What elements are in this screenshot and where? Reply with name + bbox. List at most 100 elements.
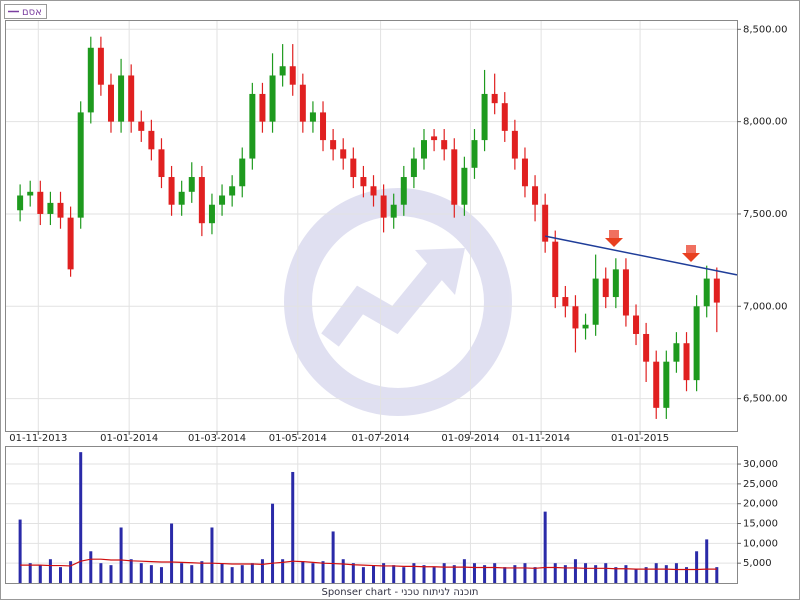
volume-bar — [442, 563, 446, 583]
volume-bar — [392, 565, 396, 583]
candle-body — [148, 130, 155, 150]
candle-body — [330, 140, 337, 150]
candle-body — [552, 241, 559, 298]
candle-body — [118, 75, 125, 122]
candle-body — [491, 93, 498, 104]
candle-body — [602, 278, 609, 298]
y-tick-label: 20,000 — [743, 499, 778, 510]
volume-bar — [695, 551, 699, 583]
volume-bar — [149, 565, 153, 583]
volume-bar — [59, 567, 63, 583]
candle-body — [97, 47, 104, 85]
volume-bar — [301, 561, 305, 583]
y-tick-label: 7,000.00 — [743, 301, 788, 312]
volume-bar — [281, 559, 285, 583]
volume-bar — [260, 559, 264, 583]
candle-body — [420, 140, 427, 159]
x-tick-label: 01-11-2014 — [512, 433, 570, 444]
volume-bar — [523, 563, 527, 583]
candle-body — [471, 140, 478, 168]
volume-bar — [422, 565, 426, 583]
volume-bar — [28, 563, 32, 583]
x-tick-label: 01-11-2013 — [9, 433, 67, 444]
volume-bar — [18, 519, 22, 583]
volume-bar — [271, 503, 275, 583]
candle-body — [168, 177, 175, 205]
candle-body — [673, 343, 680, 362]
volume-bar — [291, 471, 295, 583]
trendline — [545, 235, 738, 276]
candle-body — [542, 204, 549, 242]
x-tick-label: 01-01-2014 — [100, 433, 158, 444]
volume-bar — [180, 563, 184, 583]
candle-body — [481, 93, 488, 141]
volume-bar — [594, 565, 598, 583]
candle-body — [350, 158, 357, 178]
candle-body — [451, 149, 458, 205]
x-tick-label: 01-01-2015 — [611, 433, 669, 444]
volume-bar — [573, 559, 577, 583]
volume-bar — [331, 531, 335, 583]
candle-body — [320, 112, 327, 141]
volume-bar — [200, 561, 204, 583]
volume-bar — [69, 561, 73, 583]
candle-body — [653, 361, 660, 408]
legend-label: אסם — [22, 7, 42, 18]
x-tick-label: 01-03-2014 — [188, 433, 246, 444]
volume-bar — [210, 527, 214, 583]
candle-body — [289, 66, 296, 85]
candle-body — [279, 66, 286, 76]
volume-bar — [250, 563, 254, 583]
candle-body — [370, 186, 377, 196]
candle-body — [299, 84, 306, 122]
candle-body — [259, 93, 266, 122]
volume-bar — [614, 567, 618, 583]
x-tick-label: 01-07-2014 — [352, 433, 410, 444]
volume-bar — [170, 523, 174, 583]
candle-body — [572, 306, 579, 329]
candle-body — [663, 361, 670, 408]
volume-bar — [48, 559, 52, 583]
candle-body — [198, 177, 205, 224]
candle-body — [532, 186, 539, 205]
volume-bar — [553, 563, 557, 583]
candle-body — [410, 158, 417, 178]
volume-bar — [372, 565, 376, 583]
y-tick-label: 25,000 — [743, 479, 778, 490]
candle-body — [431, 136, 438, 141]
volume-bar — [351, 563, 355, 583]
price-panel — [5, 20, 738, 432]
volume-bar — [634, 569, 638, 583]
arrow-markers — [605, 230, 700, 262]
volume-bar — [674, 563, 678, 583]
candle-body — [67, 217, 74, 270]
volume-bar — [705, 539, 709, 583]
candle-body — [683, 343, 690, 381]
candle-body — [27, 191, 34, 196]
volume-bar — [190, 565, 194, 583]
y-tick-label: 7,500.00 — [743, 209, 788, 220]
candle-body — [17, 195, 24, 211]
candle-body — [77, 112, 84, 218]
candle-body — [360, 177, 367, 187]
volume-bar — [139, 563, 143, 583]
candle-body — [229, 186, 236, 196]
volume-bar — [493, 563, 497, 583]
candle-body — [208, 204, 215, 224]
candle-body — [582, 324, 589, 329]
y-tick-label: 6,500.00 — [743, 394, 788, 405]
volume-bar — [584, 563, 588, 583]
volume-bar — [462, 559, 466, 583]
candle-body — [380, 195, 387, 218]
volume-bar — [644, 567, 648, 583]
volume-bar — [341, 559, 345, 583]
volume-bar — [361, 567, 365, 583]
y-tick-label: 5,000 — [743, 558, 772, 569]
volume-bar — [402, 567, 406, 583]
candle-body — [269, 75, 276, 122]
volume-bar — [624, 565, 628, 583]
volume-bar — [99, 563, 103, 583]
candle-body — [309, 112, 316, 122]
volume-bar — [321, 561, 325, 583]
